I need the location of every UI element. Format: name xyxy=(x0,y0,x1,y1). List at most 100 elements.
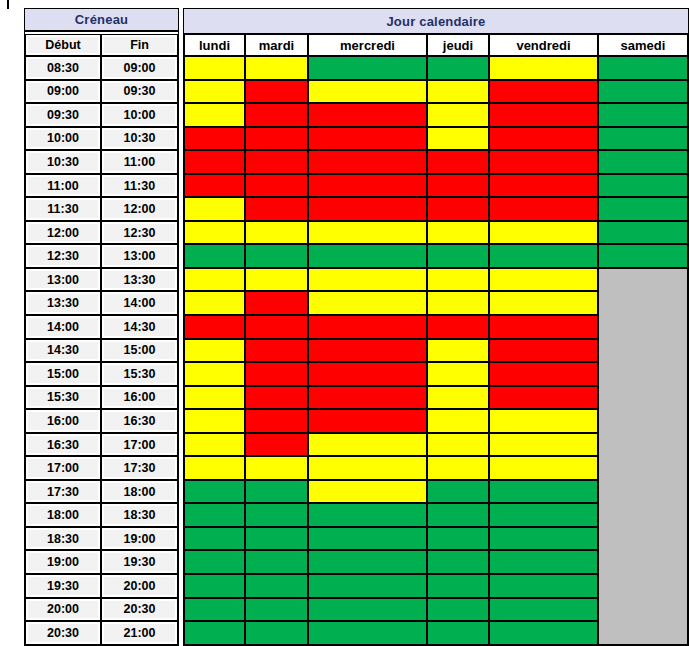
time-start-cell[interactable]: 20:00 xyxy=(25,598,101,622)
time-end-cell[interactable]: 10:30 xyxy=(101,127,178,151)
slot-cell-mardi-18:30[interactable] xyxy=(245,527,308,551)
time-end-cell[interactable]: 17:30 xyxy=(101,456,178,480)
slot-cell-lundi-19:00[interactable] xyxy=(184,550,245,574)
slot-cell-lundi-15:00[interactable] xyxy=(184,362,245,386)
slot-cell-samedi-11:30[interactable] xyxy=(598,197,688,221)
slot-cell-jeudi-10:00[interactable] xyxy=(427,127,489,151)
slot-cell-mardi-20:30[interactable] xyxy=(245,621,308,645)
slot-cell-jeudi-19:30[interactable] xyxy=(427,574,489,598)
slot-cell-mardi-13:00[interactable] xyxy=(245,268,308,292)
slot-cell-mercredi-20:30[interactable] xyxy=(308,621,427,645)
slot-cell-samedi-10:00[interactable] xyxy=(598,127,688,151)
slot-cell-lundi-14:00[interactable] xyxy=(184,315,245,339)
slot-cell-mercredi-12:00[interactable] xyxy=(308,221,427,245)
time-start-cell[interactable]: 14:00 xyxy=(25,315,101,339)
slot-cell-mercredi-16:30[interactable] xyxy=(308,433,427,457)
slot-cell-lundi-16:00[interactable] xyxy=(184,409,245,433)
time-start-cell[interactable]: 15:30 xyxy=(25,386,101,410)
slot-cell-lundi-11:30[interactable] xyxy=(184,197,245,221)
slot-cell-vendredi-15:00[interactable] xyxy=(489,362,598,386)
slot-cell-jeudi-08:30[interactable] xyxy=(427,56,489,80)
time-start-cell[interactable]: 13:00 xyxy=(25,268,101,292)
time-start-cell[interactable]: 14:30 xyxy=(25,339,101,363)
slot-cell-mercredi-15:30[interactable] xyxy=(308,386,427,410)
time-start-cell[interactable]: 12:00 xyxy=(25,221,101,245)
debut-column-header[interactable]: Début xyxy=(25,34,101,56)
slot-cell-jeudi-14:00[interactable] xyxy=(427,315,489,339)
time-start-cell[interactable]: 10:30 xyxy=(25,150,101,174)
slot-cell-jeudi-14:30[interactable] xyxy=(427,339,489,363)
slot-cell-samedi-09:30[interactable] xyxy=(598,103,688,127)
time-start-cell[interactable]: 11:30 xyxy=(25,197,101,221)
time-end-cell[interactable]: 14:00 xyxy=(101,291,178,315)
slot-cell-mercredi-20:00[interactable] xyxy=(308,598,427,622)
slot-cell-mardi-11:00[interactable] xyxy=(245,174,308,198)
time-start-cell[interactable]: 11:00 xyxy=(25,174,101,198)
time-start-cell[interactable]: 09:00 xyxy=(25,80,101,104)
slot-cell-vendredi-14:00[interactable] xyxy=(489,315,598,339)
slot-cell-jeudi-19:00[interactable] xyxy=(427,550,489,574)
time-end-cell[interactable]: 13:30 xyxy=(101,268,178,292)
time-start-cell[interactable]: 20:30 xyxy=(25,621,101,645)
time-start-cell[interactable]: 16:30 xyxy=(25,433,101,457)
time-end-cell[interactable]: 11:30 xyxy=(101,174,178,198)
time-end-cell[interactable]: 15:30 xyxy=(101,362,178,386)
slot-cell-jeudi-20:30[interactable] xyxy=(427,621,489,645)
slot-cell-lundi-19:30[interactable] xyxy=(184,574,245,598)
slot-cell-vendredi-13:00[interactable] xyxy=(489,268,598,292)
day-header-lundi[interactable]: lundi xyxy=(184,34,245,56)
slot-cell-lundi-13:00[interactable] xyxy=(184,268,245,292)
time-start-cell[interactable]: 19:30 xyxy=(25,574,101,598)
slot-cell-mardi-15:30[interactable] xyxy=(245,386,308,410)
time-start-cell[interactable]: 15:00 xyxy=(25,362,101,386)
slot-cell-mardi-15:00[interactable] xyxy=(245,362,308,386)
day-header-jeudi[interactable]: jeudi xyxy=(427,34,489,56)
slot-cell-mercredi-16:00[interactable] xyxy=(308,409,427,433)
slot-cell-vendredi-20:30[interactable] xyxy=(489,621,598,645)
slot-cell-lundi-12:00[interactable] xyxy=(184,221,245,245)
slot-cell-mardi-17:30[interactable] xyxy=(245,480,308,504)
slot-cell-lundi-09:30[interactable] xyxy=(184,103,245,127)
slot-cell-vendredi-17:30[interactable] xyxy=(489,480,598,504)
time-start-cell[interactable]: 10:00 xyxy=(25,127,101,151)
slot-cell-mercredi-09:30[interactable] xyxy=(308,103,427,127)
slot-cell-mardi-08:30[interactable] xyxy=(245,56,308,80)
slot-cell-mercredi-19:00[interactable] xyxy=(308,550,427,574)
slot-cell-lundi-18:00[interactable] xyxy=(184,503,245,527)
time-end-cell[interactable]: 15:00 xyxy=(101,339,178,363)
slot-cell-jeudi-13:30[interactable] xyxy=(427,291,489,315)
time-start-cell[interactable]: 13:30 xyxy=(25,291,101,315)
time-end-cell[interactable]: 18:00 xyxy=(101,480,178,504)
slot-cell-mercredi-09:00[interactable] xyxy=(308,80,427,104)
slot-cell-jeudi-10:30[interactable] xyxy=(427,150,489,174)
slot-cell-jeudi-15:30[interactable] xyxy=(427,386,489,410)
slot-cell-mardi-16:00[interactable] xyxy=(245,409,308,433)
slot-cell-lundi-17:00[interactable] xyxy=(184,456,245,480)
slot-cell-mercredi-13:30[interactable] xyxy=(308,291,427,315)
slot-cell-jeudi-17:30[interactable] xyxy=(427,480,489,504)
slot-cell-lundi-17:30[interactable] xyxy=(184,480,245,504)
slot-cell-mercredi-15:00[interactable] xyxy=(308,362,427,386)
slot-cell-mardi-18:00[interactable] xyxy=(245,503,308,527)
time-start-cell[interactable]: 18:30 xyxy=(25,527,101,551)
slot-cell-mardi-13:30[interactable] xyxy=(245,291,308,315)
slot-cell-jeudi-17:00[interactable] xyxy=(427,456,489,480)
slot-cell-mercredi-17:00[interactable] xyxy=(308,456,427,480)
time-end-cell[interactable]: 20:30 xyxy=(101,598,178,622)
day-header-mercredi[interactable]: mercredi xyxy=(308,34,427,56)
time-start-cell[interactable]: 16:00 xyxy=(25,409,101,433)
slot-cell-mercredi-08:30[interactable] xyxy=(308,56,427,80)
slot-cell-mercredi-19:30[interactable] xyxy=(308,574,427,598)
slot-cell-vendredi-16:00[interactable] xyxy=(489,409,598,433)
slot-cell-samedi-10:30[interactable] xyxy=(598,150,688,174)
time-start-cell[interactable]: 12:30 xyxy=(25,244,101,268)
slot-cell-vendredi-09:30[interactable] xyxy=(489,103,598,127)
slot-cell-mardi-17:00[interactable] xyxy=(245,456,308,480)
slot-cell-mardi-16:30[interactable] xyxy=(245,433,308,457)
slot-cell-lundi-09:00[interactable] xyxy=(184,80,245,104)
slot-cell-vendredi-15:30[interactable] xyxy=(489,386,598,410)
time-end-cell[interactable]: 12:30 xyxy=(101,221,178,245)
time-end-cell[interactable]: 19:30 xyxy=(101,550,178,574)
slot-cell-lundi-12:30[interactable] xyxy=(184,244,245,268)
slot-cell-mardi-09:00[interactable] xyxy=(245,80,308,104)
